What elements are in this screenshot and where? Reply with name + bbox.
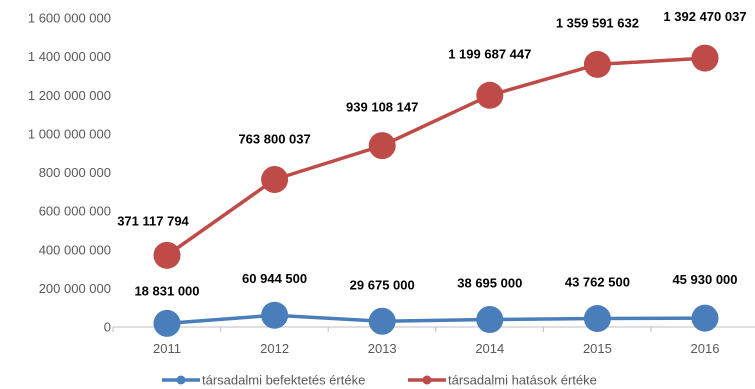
- y-tick-label: 200 000 000: [39, 281, 111, 296]
- data-label: 1 392 470 037: [663, 9, 746, 24]
- legend-label[interactable]: társadalmi befektetés értéke: [202, 373, 365, 388]
- data-label: 60 944 500: [242, 271, 307, 286]
- data-point[interactable]: [476, 81, 504, 109]
- data-point[interactable]: [261, 301, 289, 329]
- data-point[interactable]: [153, 241, 181, 269]
- y-tick-label: 800 000 000: [39, 165, 111, 180]
- legend-marker: [422, 375, 432, 385]
- data-label: 763 800 037: [238, 131, 310, 146]
- x-tick-label: 2011: [153, 341, 181, 356]
- data-point[interactable]: [368, 307, 396, 335]
- data-label: 45 930 000: [672, 272, 737, 287]
- legend-marker: [176, 375, 186, 385]
- x-tick-label: 2012: [260, 341, 289, 356]
- data-point[interactable]: [368, 132, 396, 160]
- legend: társadalmi befektetés értéke társadalmi h…: [162, 373, 597, 388]
- data-point[interactable]: [583, 305, 611, 333]
- data-point[interactable]: [691, 44, 719, 72]
- legend-label[interactable]: társadalmi hatások értéke: [448, 373, 597, 388]
- axes: 0 200 000 000 400 000 000 600 000 000 800 00…: [28, 11, 755, 356]
- y-tick-label: 0: [104, 320, 111, 335]
- y-tick-label: 1 200 000 000: [28, 88, 111, 103]
- data-label: 38 695 000: [457, 276, 522, 291]
- x-tick-label: 2014: [475, 341, 504, 356]
- data-label: 29 675 000: [350, 277, 415, 292]
- data-point[interactable]: [691, 304, 719, 332]
- data-point[interactable]: [153, 309, 181, 337]
- data-point[interactable]: [476, 306, 504, 334]
- y-tick-label: 1 400 000 000: [28, 49, 111, 64]
- series: [153, 44, 719, 337]
- y-tick-label: 600 000 000: [39, 204, 111, 219]
- y-tick-label: 1 000 000 000: [28, 126, 111, 141]
- data-label: 1 199 687 447: [448, 46, 531, 61]
- x-tick-label: 2013: [368, 341, 397, 356]
- x-tick-label: 2016: [691, 341, 720, 356]
- y-tick-label: 1 600 000 000: [28, 11, 111, 26]
- x-tick-label: 2015: [583, 341, 612, 356]
- data-point[interactable]: [583, 50, 611, 78]
- data-point[interactable]: [261, 165, 289, 193]
- data-label: 371 117 794: [117, 213, 189, 228]
- series-line-2: [165, 56, 707, 258]
- data-label: 939 108 147: [346, 100, 418, 115]
- series-line-1: [165, 313, 707, 326]
- data-label: 1 359 591 632: [556, 15, 639, 30]
- data-labels: 18 831 000 60 944 500 29 675 000 38 695 000…: [117, 9, 746, 298]
- y-tick-label: 400 000 000: [39, 242, 111, 257]
- data-label: 43 762 500: [565, 275, 630, 290]
- data-label: 18 831 000: [134, 283, 199, 298]
